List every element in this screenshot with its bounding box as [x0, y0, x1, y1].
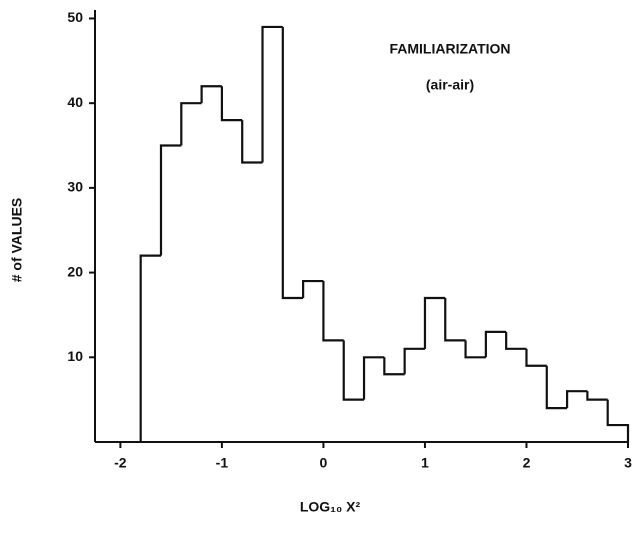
- histogram-bar: [383, 357, 405, 376]
- x-tick-label: -2: [114, 455, 127, 471]
- x-tick-label: -1: [216, 455, 229, 471]
- x-tick-label: 1: [421, 455, 429, 471]
- histogram-bar: [505, 331, 527, 350]
- histogram-bar: [139, 254, 161, 442]
- x-tick-label: 2: [523, 455, 531, 471]
- histogram-bar: [261, 25, 283, 163]
- histogram-bar: [423, 296, 446, 349]
- annotation: (air-air): [426, 77, 474, 93]
- histogram-bar: [342, 340, 365, 401]
- histogram-bar: [444, 298, 466, 342]
- histogram-bar: [362, 356, 385, 400]
- annotation: FAMILIARIZATION: [389, 41, 510, 57]
- histogram-bar: [484, 330, 507, 358]
- y-tick-label: 30: [67, 179, 83, 195]
- histogram-bar: [302, 279, 324, 298]
- histogram-bar: [281, 26, 304, 300]
- histogram-bar: [403, 347, 425, 375]
- histogram-bar: [464, 340, 486, 359]
- histogram-bar: [159, 144, 182, 256]
- y-tick-label: 50: [67, 9, 83, 25]
- y-tick-label: 10: [67, 348, 83, 364]
- histogram-bar: [565, 390, 588, 409]
- histogram-bar: [545, 365, 568, 410]
- y-tick-label: 40: [67, 94, 83, 110]
- x-tick-label: 0: [320, 455, 328, 471]
- y-axis-label: # of VALUES: [9, 198, 25, 283]
- histogram-bar: [525, 348, 547, 367]
- histogram-bar: [180, 102, 202, 146]
- x-axis-label: LOG₁₀ X²: [300, 499, 361, 515]
- histogram-bar: [200, 85, 222, 104]
- histogram-bar: [241, 120, 263, 164]
- x-tick-label: 3: [624, 455, 632, 471]
- histogram-bar: [586, 391, 608, 401]
- histogram-bar: [220, 86, 243, 122]
- histogram-bar: [606, 399, 630, 442]
- histogram-bar: [322, 281, 344, 342]
- y-tick-label: 20: [67, 263, 83, 279]
